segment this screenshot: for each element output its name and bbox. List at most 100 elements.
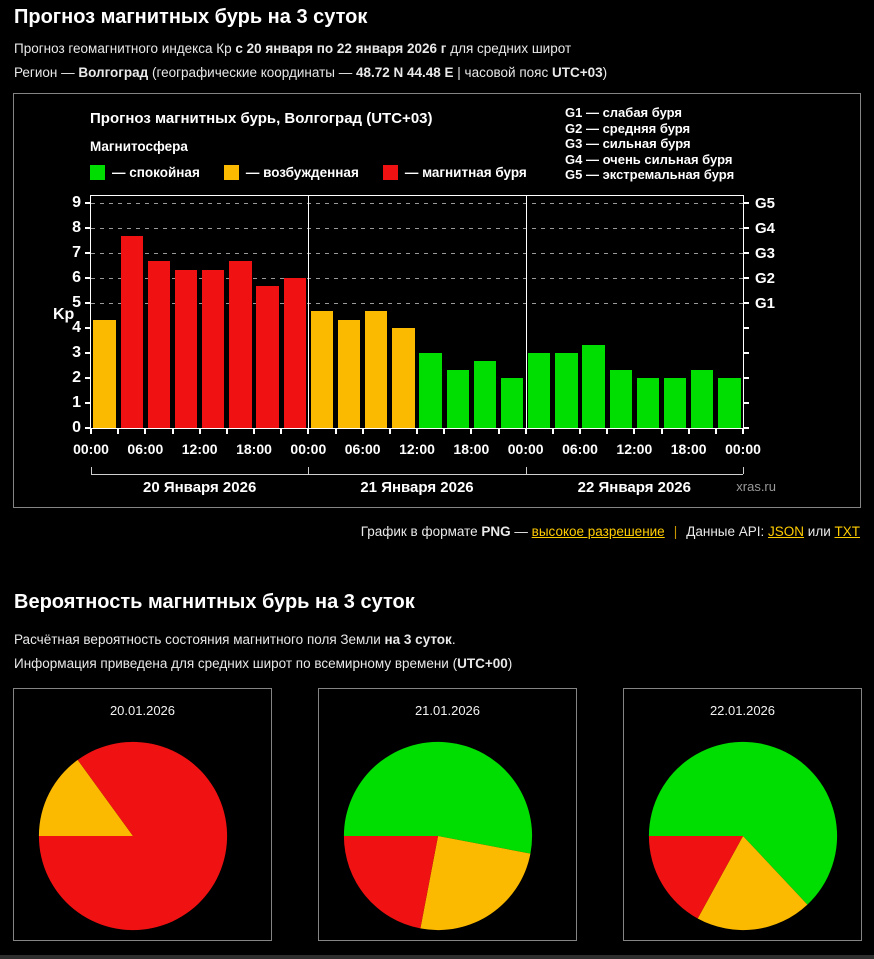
y-axis-tick	[85, 252, 91, 254]
x-axis-tick	[334, 428, 337, 434]
kp-chart-panel: Прогноз магнитных бурь, Волгоград (UTC+0…	[13, 93, 861, 508]
high-resolution-link[interactable]: высокое разрешение	[531, 524, 665, 539]
legend-quiet-label: — спокойная	[112, 165, 200, 180]
g5-legend-line: G5 — экстремальная буря	[565, 167, 735, 183]
links-separator: |	[673, 524, 678, 539]
g1-legend-line: G1 — слабая буря	[565, 105, 683, 120]
day-separator	[308, 196, 310, 428]
quiet-color-swatch	[90, 165, 105, 180]
hour-label: 12:00	[399, 441, 435, 457]
region-line-close: )	[602, 65, 608, 80]
y-axis-tick	[85, 302, 91, 304]
x-axis-tick	[171, 428, 174, 434]
kp-bar	[609, 369, 632, 428]
forecast-dates: с 20 января по 22 января 2026 г	[235, 41, 447, 56]
y-tick-label: 9	[72, 194, 81, 211]
probability-subtitle-end: .	[451, 632, 456, 647]
grid-line	[91, 303, 743, 304]
g-scale-label: G2	[755, 270, 776, 287]
hour-label: 00:00	[725, 441, 761, 457]
png-label: PNG	[481, 524, 511, 539]
kp-bar	[636, 378, 660, 428]
kp-bar	[229, 261, 252, 428]
x-axis-tick	[388, 428, 391, 434]
region-line: Регион — Волгоград (географические коорд…	[14, 65, 860, 80]
api-data-label: Данные API:	[686, 524, 769, 539]
hour-label: 06:00	[562, 441, 598, 457]
y-axis-tick	[85, 352, 91, 354]
links-row: График в формате PNG — высокое разрешени…	[0, 524, 860, 539]
x-axis-tick	[198, 428, 201, 434]
y-tick-label: 1	[72, 394, 81, 411]
y-axis-tick	[85, 427, 91, 429]
x-axis-tick	[497, 428, 500, 434]
legend-storm-label: — магнитная буря	[404, 165, 527, 180]
kp-bar	[337, 319, 361, 428]
x-axis-tick	[307, 428, 310, 434]
legend-item-quiet: — спокойная	[90, 165, 200, 180]
bottom-divider	[0, 955, 874, 959]
pie-panel-day1: 20.01.2026 15%85%	[13, 688, 272, 941]
legend-item-active: — возбужденная	[223, 165, 359, 180]
y-tick-label: 2	[72, 369, 81, 386]
or-label: или	[804, 524, 835, 539]
hour-label: 12:00	[181, 441, 218, 457]
kp-bar	[419, 353, 442, 428]
kp-bar	[93, 319, 116, 428]
kp-bar	[691, 369, 714, 428]
grid-line	[91, 253, 743, 254]
y-axis-tick	[85, 277, 91, 279]
region-name: Волгоград	[78, 65, 149, 80]
y-axis-tick	[85, 227, 91, 229]
kp-bar	[202, 269, 225, 428]
probability-subtitle-text: Расчётная вероятность состояния магнитно…	[14, 632, 385, 647]
x-axis-tick	[90, 428, 92, 434]
pie-slice	[697, 836, 808, 931]
graph-format-label: График в формате	[360, 524, 482, 539]
right-axis-tick	[743, 277, 749, 279]
timezone-label: | часовой пояс	[453, 65, 552, 80]
hour-label: 00:00	[507, 441, 544, 457]
right-axis-tick	[743, 252, 749, 254]
x-axis-tick	[687, 428, 690, 434]
pie-slice	[648, 836, 743, 919]
kp-bar	[256, 286, 279, 428]
kp-bar	[174, 269, 198, 428]
day-label: 22 Января 2026	[577, 479, 691, 496]
coords-value: 48.72 N 44.48 E	[355, 65, 454, 80]
g4-legend-line: G4 — очень сильная буря	[565, 151, 733, 167]
y-axis-tick	[85, 377, 91, 379]
probability-title: Вероятность магнитных бурь на 3 суток	[14, 591, 415, 613]
dash: —	[510, 524, 532, 539]
kp-bar	[718, 378, 741, 428]
kp-bar	[446, 369, 469, 428]
x-axis-tick	[606, 428, 609, 434]
hour-label: 12:00	[616, 441, 653, 457]
pie-slice	[38, 741, 228, 931]
txt-link[interactable]: TXT	[834, 524, 861, 539]
kp-bar	[473, 361, 497, 428]
state-legend: — спокойная — возбужденная — магнитная б…	[90, 165, 527, 180]
region-label: Регион —	[14, 65, 79, 80]
y-axis-label: Kp	[53, 306, 75, 323]
g-scale-label: G3	[755, 245, 776, 262]
x-axis-tick	[280, 428, 283, 434]
x-axis-tick	[524, 428, 527, 434]
timezone-value: UTC+03	[551, 65, 603, 80]
forecast-subtitle-text: Прогноз геомагнитного индекса Кр	[14, 41, 236, 56]
day-label: 20 Января 2026	[142, 479, 257, 496]
kp-bar	[500, 378, 524, 428]
pie-slice	[343, 741, 533, 854]
day-separator	[525, 196, 527, 428]
right-axis-tick	[743, 327, 749, 329]
active-color-swatch	[223, 165, 239, 180]
page-title: Прогноз магнитных бурь на 3 суток	[14, 6, 368, 28]
y-tick-label: 8	[72, 219, 81, 236]
x-axis-tick	[416, 428, 418, 434]
x-axis-tick	[633, 428, 636, 434]
pie-chart	[648, 741, 838, 931]
json-link[interactable]: JSON	[768, 524, 805, 539]
kp-plot: 0 1 2 3 4 5 6 7 8 9 G1 G2 G3 G4 G5 00:00 06:00 12:00 18:00…	[72, 194, 775, 496]
pie-panel-day3: 22.01.2026 63%20%17%	[623, 688, 862, 941]
right-axis-tick	[743, 202, 749, 204]
